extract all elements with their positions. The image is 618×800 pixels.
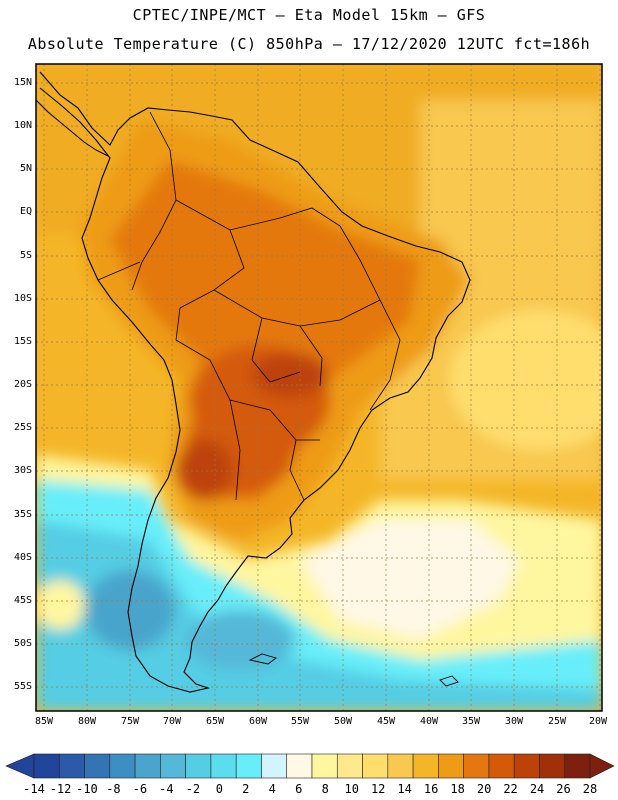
lat-label: 50S <box>13 638 32 649</box>
lat-label: 15S <box>13 336 32 347</box>
lat-label: 20S <box>13 379 32 390</box>
lat-label: 25S <box>13 422 32 433</box>
colorbar-right-arrow <box>589 753 615 779</box>
title-line-2: Absolute Temperature (C) 850hPa – 17/12/… <box>27 35 591 53</box>
colorbar-label: 12 <box>370 782 386 796</box>
lat-label: 45S <box>13 595 32 606</box>
colorbar-label: -2 <box>185 782 201 796</box>
colorbar-swatch <box>513 753 540 779</box>
colorbar-swatch <box>210 753 237 779</box>
colorbar-label: 16 <box>423 782 439 796</box>
lon-label: 45W <box>376 716 396 727</box>
colorbar-swatch <box>336 753 363 779</box>
colorbar-label: 14 <box>397 782 412 796</box>
colorbar-label: -10 <box>76 782 98 796</box>
colorbar-swatch <box>387 753 414 779</box>
colorbar-swatch <box>109 753 136 779</box>
temperature-field <box>36 64 602 711</box>
lon-label: 75W <box>120 716 140 727</box>
lon-label: 20W <box>588 716 608 727</box>
lon-label: 55W <box>290 716 310 727</box>
colorbar-swatch <box>160 753 186 779</box>
colorbar <box>5 753 615 779</box>
country-borders <box>97 111 401 501</box>
lat-label: 10S <box>13 293 32 304</box>
colorbar-swatch <box>463 753 490 779</box>
lat-label: 40S <box>13 552 32 563</box>
lon-label: 40W <box>419 716 439 727</box>
lat-label: 30S <box>13 465 32 476</box>
graticule <box>36 64 602 711</box>
lat-label: 55S <box>13 681 32 692</box>
lon-label: 35W <box>461 716 481 727</box>
colorbar-label: 6 <box>295 782 303 796</box>
colorbar-swatch <box>286 753 313 779</box>
colorbar-swatch <box>134 753 161 779</box>
colorbar-label: 18 <box>450 782 465 796</box>
colorbar-label: 2 <box>242 782 250 796</box>
colorbar-swatch <box>261 753 288 779</box>
colorbar-label: -12 <box>49 782 72 796</box>
colorbar-swatch <box>58 753 85 779</box>
colorbar-label: 22 <box>503 782 518 796</box>
colorbar-swatch <box>438 753 464 779</box>
colorbar-swatch <box>84 753 111 779</box>
map-frame <box>35 63 603 712</box>
colorbar-label: 20 <box>476 782 492 796</box>
title-line-1: CPTEC/INPE/MCT – Eta Model 15km – GFS <box>132 6 486 24</box>
colorbar-swatch <box>311 753 338 779</box>
lon-label: 85W <box>34 716 54 727</box>
colorbar-label: 26 <box>556 782 571 796</box>
colorbar-swatch <box>412 753 439 779</box>
lon-label: 70W <box>162 716 182 727</box>
colorbar-swatch <box>564 753 591 779</box>
lat-label: 15N <box>13 77 32 88</box>
lat-label: 5N <box>19 163 32 174</box>
lon-label: 30W <box>504 716 524 727</box>
lat-label: 10N <box>13 120 32 131</box>
colorbar-label: -8 <box>106 782 121 796</box>
temperature-map <box>35 63 603 712</box>
colorbar-label: -14 <box>23 782 45 796</box>
lon-label: 60W <box>248 716 268 727</box>
colorbar-swatch <box>185 753 212 779</box>
colorbar-label: 28 <box>582 782 598 796</box>
colorbar-swatch <box>362 753 389 779</box>
lon-label: 65W <box>205 716 225 727</box>
lon-label: 50W <box>333 716 353 727</box>
colorbar-label: -4 <box>159 782 174 796</box>
colorbar-swatch <box>235 753 262 779</box>
lon-label: 80W <box>77 716 97 727</box>
colorbar-swatch <box>488 753 515 779</box>
colorbar-label: 24 <box>529 782 545 796</box>
colorbar-label: -6 <box>132 782 148 796</box>
colorbar-label: 0 <box>215 782 223 796</box>
south-america-coastline <box>39 71 471 693</box>
colorbar-left-arrow <box>5 753 35 779</box>
colorbar-label: 10 <box>344 782 359 796</box>
lat-label: 35S <box>13 509 32 520</box>
colorbar-label: 4 <box>268 782 276 796</box>
lat-label: EQ <box>19 206 32 217</box>
lon-label: 25W <box>547 716 567 727</box>
colorbar-swatch <box>33 753 60 779</box>
colorbar-swatch <box>539 753 566 779</box>
colorbar-label: 8 <box>321 782 329 796</box>
lat-label: 5S <box>19 250 32 261</box>
